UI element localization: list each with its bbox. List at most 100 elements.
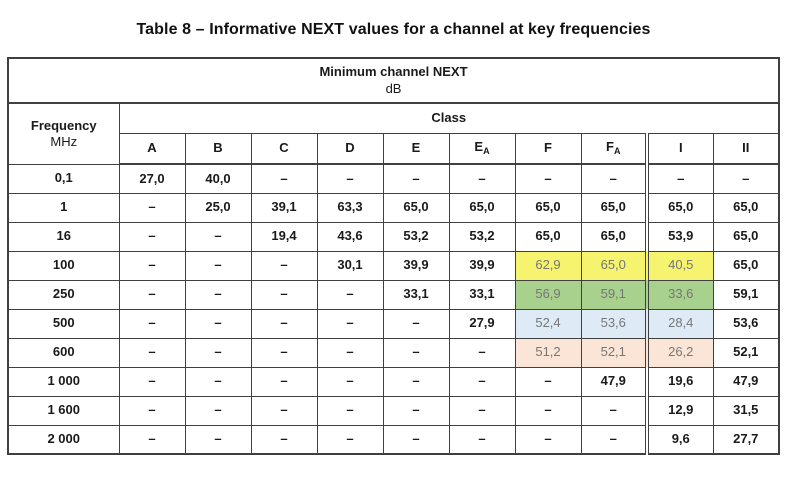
value-cell: 27,9 [448,308,516,339]
col-header-I: I [645,132,714,165]
value-cell: 39,9 [382,250,450,281]
value-cell: 65,0 [514,221,582,252]
value-cell: – [382,308,450,339]
value-cell: – [118,337,186,368]
value-cell: 53,6 [712,308,780,339]
value-cell-highlighted: 53,6 [580,308,648,339]
value-cell: – [118,424,186,455]
frequency-header-title: Frequency [30,117,97,133]
table-row-1600mhz: 1 600 – – – – – – – – 12,9 31,5 [7,395,780,426]
col-header-C: C [250,132,318,165]
frequency-cell: 100 [7,250,120,281]
value-cell: – [184,221,252,252]
next-values-table: Minimum channel NEXT dB Frequency MHz Cl… [7,57,781,455]
value-cell-highlighted: 52,1 [580,337,648,368]
frequency-cell: 500 [7,308,120,339]
value-cell: 47,9 [580,366,648,397]
value-cell: – [250,308,318,339]
value-cell: – [712,163,780,194]
value-cell: 9,6 [645,424,714,455]
value-cell: – [118,395,186,426]
value-cell: – [118,250,186,281]
frequency-column-header: Frequency MHz [7,102,120,165]
value-cell: – [250,424,318,455]
table-main-header: Minimum channel NEXT dB [7,57,780,104]
table-row-500mhz: 500 – – – – – 27,9 52,4 53,6 28,4 53,6 [7,308,780,339]
value-cell: – [250,250,318,281]
value-cell-highlighted: 51,2 [514,337,582,368]
value-cell: 65,0 [712,250,780,281]
table-row-250mhz: 250 – – – – 33,1 33,1 56,9 59,1 33,6 59,… [7,279,780,310]
value-cell-highlighted: 28,4 [645,308,714,339]
frequency-cell: 2 000 [7,424,120,455]
frequency-header-unit: MHz [50,133,78,149]
frequency-cell: 0,1 [7,163,120,194]
value-cell: 65,0 [712,192,780,223]
col-header-F: F [514,132,582,165]
value-cell: – [514,395,582,426]
class-group-header: Class [118,102,780,134]
value-cell: 65,0 [514,192,582,223]
value-cell: 65,0 [645,192,714,223]
value-cell: – [316,163,384,194]
value-cell: – [316,424,384,455]
value-cell: – [580,395,648,426]
table-row-1mhz: 1 – 25,0 39,1 63,3 65,0 65,0 65,0 65,0 6… [7,192,780,223]
value-cell: 27,7 [712,424,780,455]
value-cell: – [118,308,186,339]
value-cell: – [382,163,450,194]
value-cell: – [316,395,384,426]
value-cell: – [448,395,516,426]
value-cell: – [448,337,516,368]
value-cell: – [514,424,582,455]
value-cell: 43,6 [316,221,384,252]
value-cell: – [448,366,516,397]
value-cell: – [184,308,252,339]
table-header-row: Minimum channel NEXT dB [7,57,780,104]
value-cell: 65,0 [382,192,450,223]
value-cell: – [250,366,318,397]
table-row-100mhz: 100 – – – 30,1 39,9 39,9 62,9 65,0 40,5 … [7,250,780,281]
value-cell: – [118,221,186,252]
col-header-EA: EA [448,132,516,165]
value-cell: – [118,279,186,310]
value-cell: 31,5 [712,395,780,426]
value-cell: – [184,279,252,310]
value-cell: 52,1 [712,337,780,368]
value-cell: 27,0 [118,163,186,194]
value-cell-highlighted: 33,6 [645,279,714,310]
value-cell-highlighted: 62,9 [514,250,582,281]
value-cell: – [514,366,582,397]
value-cell: – [448,424,516,455]
value-cell: – [250,395,318,426]
value-cell-highlighted: 65,0 [580,250,648,281]
value-cell: 65,0 [580,192,648,223]
table-row-16mhz: 16 – – 19,4 43,6 53,2 53,2 65,0 65,0 53,… [7,221,780,252]
value-cell-highlighted: 40,5 [645,250,714,281]
col-header-B: B [184,132,252,165]
value-cell: 39,1 [250,192,318,223]
value-cell: – [382,424,450,455]
value-cell: – [250,337,318,368]
value-cell: – [580,424,648,455]
table-row-2000mhz: 2 000 – – – – – – – – 9,6 27,7 [7,424,780,455]
value-cell: – [184,395,252,426]
value-cell: 47,9 [712,366,780,397]
value-cell: 12,9 [645,395,714,426]
value-cell: – [316,337,384,368]
value-cell: – [118,366,186,397]
value-cell: – [514,163,582,194]
value-cell: – [580,163,648,194]
frequency-cell: 250 [7,279,120,310]
value-cell: – [316,279,384,310]
value-cell-highlighted: 52,4 [514,308,582,339]
value-cell: – [316,366,384,397]
col-header-D: D [316,132,384,165]
value-cell-highlighted: 26,2 [645,337,714,368]
value-cell: 39,9 [448,250,516,281]
class-group-row: Frequency MHz Class [7,102,780,165]
frequency-cell: 1 000 [7,366,120,397]
value-cell: 25,0 [184,192,252,223]
value-cell: – [184,337,252,368]
value-cell: 19,4 [250,221,318,252]
